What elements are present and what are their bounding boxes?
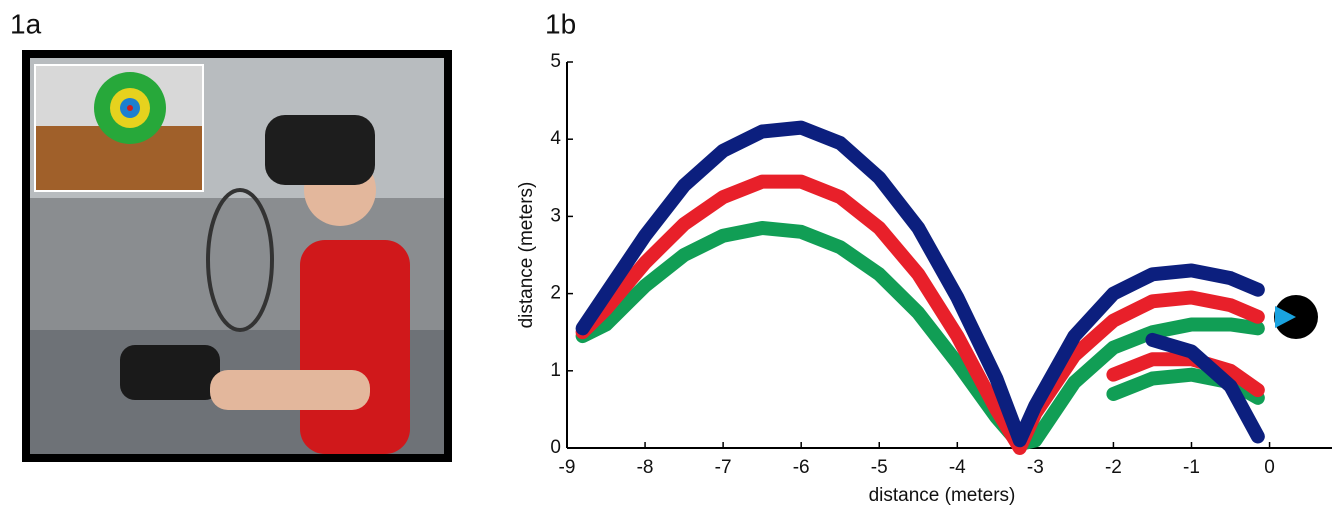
y-tick-label: 3 [550, 205, 561, 226]
x-tick-label: -2 [1105, 457, 1122, 478]
x-axis-label: distance (meters) [869, 485, 1016, 506]
panel-label: 1b [545, 8, 576, 39]
x-tick-label: -7 [715, 457, 732, 478]
x-tick-label: 0 [1264, 457, 1275, 478]
x-tick-label: -3 [1027, 457, 1044, 478]
x-tick-label: -1 [1183, 457, 1200, 478]
trajectory [1145, 332, 1265, 444]
y-tick-label: 0 [550, 437, 561, 458]
y-axis-label: distance (meters) [516, 182, 537, 329]
photo [22, 50, 452, 462]
x-tick-label: -6 [793, 457, 810, 478]
trajectory [575, 220, 1265, 452]
trajectory [575, 120, 1265, 448]
y-tick-label: 5 [550, 51, 561, 72]
ball-icon [1274, 295, 1318, 339]
y-tick-label: 2 [550, 283, 561, 304]
x-tick-label: -4 [949, 457, 966, 478]
x-tick-label: -8 [637, 457, 654, 478]
trajectory [1106, 367, 1265, 405]
y-tick-label: 4 [550, 128, 561, 149]
x-tick-label: -9 [559, 457, 576, 478]
y-tick-label: 1 [550, 360, 561, 381]
x-tick-label: -5 [871, 457, 888, 478]
trajectory [575, 174, 1265, 455]
panel-label: 1a [10, 8, 42, 39]
